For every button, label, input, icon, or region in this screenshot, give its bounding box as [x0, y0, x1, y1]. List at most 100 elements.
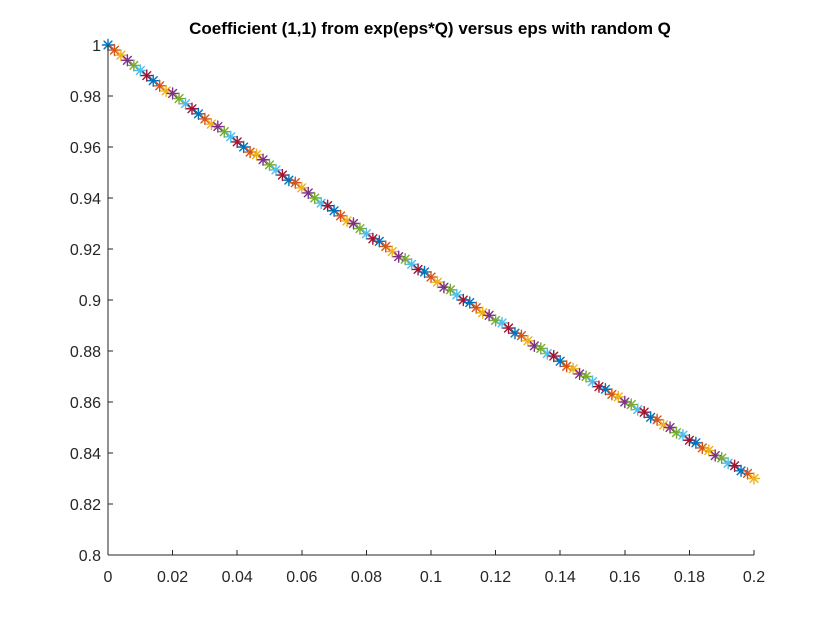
data-point: [637, 406, 651, 419]
data-point: [625, 398, 638, 411]
data-point: [579, 370, 593, 383]
data-markers: [101, 38, 761, 485]
y-axis-ticks: 0.8 0.82 0.84 0.86 0.88 0.9 0.92 0.94 0.96 0.98 1: [70, 38, 113, 565]
data-point: [741, 467, 754, 480]
data-point: [147, 74, 160, 87]
data-point: [198, 112, 212, 126]
data-point: [715, 451, 728, 465]
data-point: [327, 204, 341, 217]
x-tick-label: 0.12: [480, 569, 511, 586]
x-tick-label: 0: [104, 569, 113, 586]
x-tick-label: 0.02: [157, 569, 188, 586]
data-point: [269, 163, 283, 177]
data-point: [431, 275, 444, 289]
data-point: [353, 222, 367, 235]
data-point: [308, 191, 321, 205]
data-point: [218, 125, 231, 138]
data-point: [747, 472, 761, 485]
data-point: [140, 69, 153, 82]
data-point: [276, 168, 289, 182]
data-point: [360, 227, 373, 240]
data-point: [689, 436, 703, 449]
data-point: [482, 309, 496, 322]
data-point: [108, 43, 121, 57]
data-point: [263, 158, 276, 172]
data-point: [586, 375, 599, 388]
data-point: [450, 288, 464, 302]
x-tick-label: 0.1: [420, 569, 442, 586]
data-point: [166, 87, 179, 100]
x-tick-label: 0.08: [351, 569, 382, 586]
data-point: [185, 102, 199, 115]
data-point: [295, 181, 308, 195]
data-point: [121, 54, 134, 67]
y-tick-label: 0.9: [79, 293, 101, 310]
y-tick-label: 0.86: [70, 395, 101, 412]
data-point: [347, 217, 360, 230]
data-point: [495, 316, 509, 330]
data-point: [508, 326, 522, 340]
data-point: [515, 329, 528, 342]
data-point: [386, 245, 399, 258]
y-tick-label: 1: [92, 38, 101, 55]
data-point: [114, 49, 128, 62]
data-point: [521, 334, 535, 347]
data-point: [172, 92, 186, 105]
data-point: [256, 153, 270, 166]
y-tick-label: 0.88: [70, 344, 101, 361]
data-point: [289, 176, 302, 189]
x-tick-label: 0.2: [743, 569, 765, 586]
y-tick-label: 0.84: [70, 446, 101, 463]
data-point: [650, 413, 664, 427]
data-point: [444, 283, 457, 296]
data-point: [230, 135, 244, 149]
data-point: [237, 140, 250, 154]
data-point: [676, 428, 690, 442]
data-point: [418, 265, 431, 279]
data-point: [379, 240, 392, 253]
data-point: [554, 355, 567, 368]
data-point: [398, 252, 412, 266]
data-point: [728, 459, 741, 472]
data-point: [224, 130, 237, 144]
x-tick-label: 0.18: [674, 569, 705, 586]
y-tick-label: 0.82: [70, 497, 101, 514]
data-point: [192, 107, 205, 121]
data-point: [547, 349, 560, 363]
y-tick-label: 0.96: [70, 140, 101, 157]
data-point: [663, 421, 677, 434]
data-point: [683, 434, 696, 447]
data-point: [153, 79, 166, 93]
y-tick-label: 0.98: [70, 89, 101, 106]
data-point: [127, 59, 141, 72]
x-tick-label: 0.14: [545, 569, 576, 586]
data-point: [405, 258, 418, 271]
x-tick-label: 0.06: [286, 569, 317, 586]
data-point: [463, 296, 476, 309]
data-point: [470, 301, 483, 314]
data-point: [321, 199, 334, 212]
data-point: [134, 64, 147, 77]
x-tick-label: 0.16: [609, 569, 640, 586]
data-point: [566, 362, 580, 376]
chart-title: Coefficient (1,1) from exp(eps*Q) versus…: [189, 19, 671, 38]
x-tick-label: 0.04: [222, 569, 253, 586]
x-axis-ticks: 0 0.02 0.04 0.06 0.08 0.1 0.12 0.14 0.16 0.18 0.2: [104, 550, 765, 586]
data-point: [502, 321, 515, 335]
data-point: [334, 209, 347, 223]
data-point: [612, 390, 625, 404]
data-point: [373, 235, 386, 248]
y-tick-label: 0.94: [70, 191, 101, 208]
data-point: [599, 383, 612, 396]
data-point: [250, 148, 263, 161]
data-point: [179, 97, 192, 110]
data-point: [211, 120, 225, 133]
data-point: [702, 444, 715, 457]
data-point: [302, 186, 315, 200]
data-point: [411, 263, 425, 276]
data-point: [534, 342, 548, 355]
y-tick-label: 0.8: [79, 548, 101, 565]
data-point: [424, 270, 438, 284]
